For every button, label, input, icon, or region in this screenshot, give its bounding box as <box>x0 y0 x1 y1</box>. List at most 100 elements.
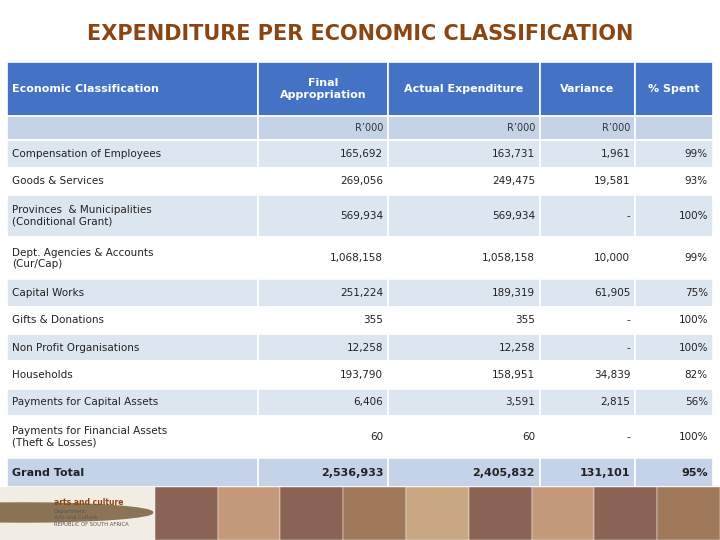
Text: 75%: 75% <box>685 288 708 298</box>
Text: 100%: 100% <box>678 432 708 442</box>
Text: 251,224: 251,224 <box>340 288 383 298</box>
Bar <box>388 237 540 279</box>
Bar <box>280 487 343 540</box>
Text: 60: 60 <box>522 432 535 442</box>
Bar <box>540 334 635 361</box>
Bar <box>217 487 280 540</box>
Text: Gifts & Donations: Gifts & Donations <box>12 315 104 326</box>
Bar <box>258 361 388 389</box>
Bar <box>388 195 540 237</box>
Text: 165,692: 165,692 <box>340 149 383 159</box>
Text: 1,068,158: 1,068,158 <box>330 253 383 264</box>
Text: 2,405,832: 2,405,832 <box>472 468 535 477</box>
Text: 60: 60 <box>370 432 383 442</box>
Bar <box>258 334 388 361</box>
Text: Final
Appropriation: Final Appropriation <box>279 78 366 100</box>
Bar <box>258 389 388 416</box>
Bar <box>635 416 713 458</box>
Bar <box>258 62 388 116</box>
Bar <box>540 279 635 307</box>
Bar <box>7 458 258 487</box>
Text: 93%: 93% <box>685 177 708 186</box>
Bar <box>7 195 258 237</box>
Bar <box>388 416 540 458</box>
Text: 569,934: 569,934 <box>492 211 535 221</box>
Text: Grand Total: Grand Total <box>12 468 84 477</box>
Bar <box>7 307 258 334</box>
Bar <box>540 361 635 389</box>
Text: 95%: 95% <box>681 468 708 477</box>
Text: Department:
Arts and Culture
REPUBLIC OF SOUTH AFRICA: Department: Arts and Culture REPUBLIC OF… <box>54 509 129 527</box>
Bar <box>388 458 540 487</box>
Bar <box>7 361 258 389</box>
Text: 61,905: 61,905 <box>594 288 630 298</box>
Bar <box>388 389 540 416</box>
Bar <box>635 458 713 487</box>
Text: 99%: 99% <box>685 149 708 159</box>
Text: 249,475: 249,475 <box>492 177 535 186</box>
Bar <box>258 168 388 195</box>
Text: 56%: 56% <box>685 397 708 407</box>
Text: 6,406: 6,406 <box>354 397 383 407</box>
Text: Payments for Financial Assets
(Theft & Losses): Payments for Financial Assets (Theft & L… <box>12 426 167 448</box>
Bar <box>258 237 388 279</box>
Bar <box>635 116 713 140</box>
Text: Compensation of Employees: Compensation of Employees <box>12 149 161 159</box>
Bar <box>469 487 531 540</box>
Text: -: - <box>626 432 630 442</box>
Text: 19,581: 19,581 <box>594 177 630 186</box>
Bar <box>7 140 258 168</box>
Bar <box>635 334 713 361</box>
Bar <box>635 195 713 237</box>
Text: 34,839: 34,839 <box>594 370 630 380</box>
Bar <box>258 416 388 458</box>
Bar <box>635 389 713 416</box>
Bar <box>540 140 635 168</box>
Bar <box>388 307 540 334</box>
Bar <box>7 279 258 307</box>
Bar <box>388 62 540 116</box>
Bar <box>258 140 388 168</box>
Text: -: - <box>626 211 630 221</box>
Text: R’000: R’000 <box>507 123 535 133</box>
Text: 193,790: 193,790 <box>341 370 383 380</box>
Text: 1,058,158: 1,058,158 <box>482 253 535 264</box>
Bar <box>258 116 388 140</box>
Bar <box>540 116 635 140</box>
Bar <box>540 168 635 195</box>
Text: 1,961: 1,961 <box>600 149 630 159</box>
Text: 131,101: 131,101 <box>580 468 630 477</box>
Bar <box>155 487 217 540</box>
Text: 269,056: 269,056 <box>341 177 383 186</box>
Bar <box>635 307 713 334</box>
Text: Dept. Agencies & Accounts
(Cur/Cap): Dept. Agencies & Accounts (Cur/Cap) <box>12 247 153 269</box>
Text: -: - <box>626 343 630 353</box>
Bar <box>343 487 406 540</box>
Bar <box>7 116 258 140</box>
Text: Households: Households <box>12 370 73 380</box>
Bar <box>657 487 720 540</box>
Text: Goods & Services: Goods & Services <box>12 177 104 186</box>
Bar <box>635 168 713 195</box>
Text: 2,536,933: 2,536,933 <box>321 468 383 477</box>
Text: Variance: Variance <box>560 84 615 94</box>
Text: R’000: R’000 <box>602 123 630 133</box>
Text: 12,258: 12,258 <box>498 343 535 353</box>
Text: 355: 355 <box>364 315 383 326</box>
Text: Economic Classification: Economic Classification <box>12 84 159 94</box>
Bar <box>406 487 469 540</box>
Bar <box>388 361 540 389</box>
Bar <box>258 279 388 307</box>
Text: EXPENDITURE PER ECONOMIC CLASSIFICATION: EXPENDITURE PER ECONOMIC CLASSIFICATION <box>87 24 633 44</box>
Text: 158,951: 158,951 <box>492 370 535 380</box>
Bar <box>540 62 635 116</box>
Bar <box>635 237 713 279</box>
Bar <box>635 62 713 116</box>
Bar <box>0 487 155 540</box>
Text: 189,319: 189,319 <box>492 288 535 298</box>
Text: arts and culture: arts and culture <box>54 498 124 508</box>
Text: Payments for Capital Assets: Payments for Capital Assets <box>12 397 158 407</box>
Bar <box>540 416 635 458</box>
Text: 10,000: 10,000 <box>594 253 630 264</box>
Bar <box>7 237 258 279</box>
